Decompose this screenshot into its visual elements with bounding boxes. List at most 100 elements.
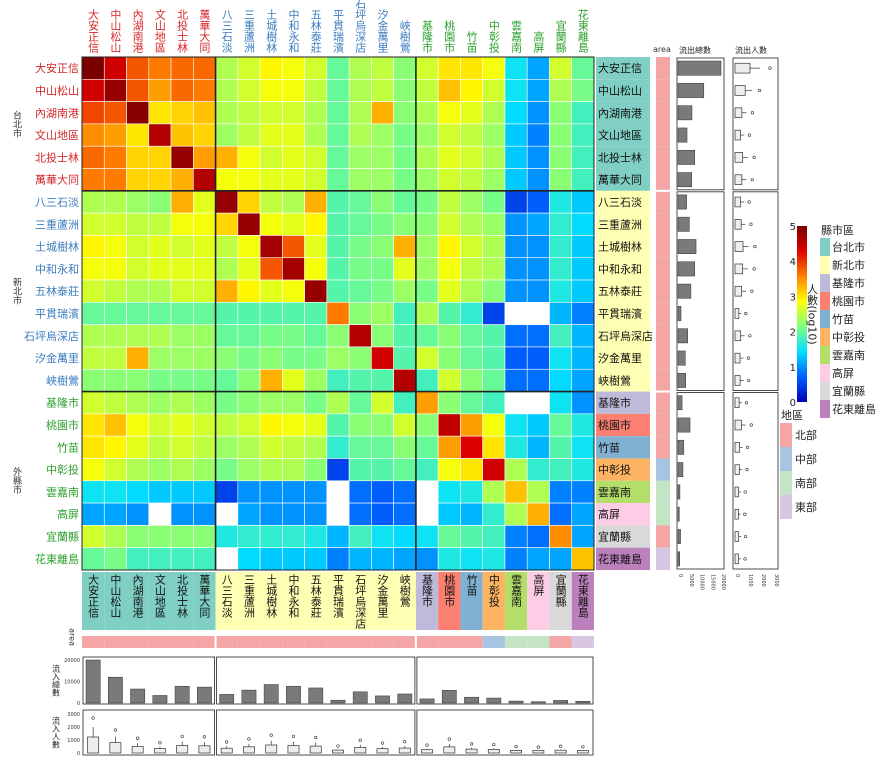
heatmap-cell bbox=[437, 324, 461, 348]
row-label-left: 汐金萬里 bbox=[35, 351, 79, 365]
column-county-swatch bbox=[215, 572, 238, 630]
heatmap-cell bbox=[348, 101, 372, 125]
heatmap-cell bbox=[526, 391, 550, 415]
boxplot-box bbox=[734, 330, 742, 342]
heatmap-cell bbox=[126, 279, 150, 303]
inflow-bar bbox=[375, 695, 390, 704]
heatmap-cell bbox=[81, 168, 105, 192]
heatmap-cell bbox=[259, 123, 283, 147]
county-legend-swatch bbox=[820, 238, 830, 256]
county-legend-label: 雲嘉南 bbox=[832, 348, 865, 362]
heatmap-cell bbox=[259, 101, 283, 125]
heatmap-cell bbox=[549, 480, 573, 504]
heatmap-cell bbox=[237, 101, 261, 125]
heatmap-cell bbox=[504, 346, 528, 370]
row-county-swatch bbox=[596, 525, 650, 548]
row-label-left: 峽樹鶯 bbox=[46, 373, 79, 387]
heatmap-cell bbox=[103, 235, 127, 259]
heatmap-cell bbox=[393, 56, 417, 80]
colorbar-tick: 3 bbox=[790, 292, 796, 303]
row-area-swatch bbox=[656, 101, 670, 124]
heatmap-cell bbox=[282, 435, 305, 459]
heatmap-cell bbox=[526, 368, 550, 392]
heatmap-cell bbox=[282, 279, 305, 303]
heatmap-cell bbox=[170, 413, 194, 437]
inflow-bar bbox=[197, 686, 212, 704]
heatmap-cell bbox=[170, 123, 194, 147]
heatmap-cell bbox=[348, 257, 372, 281]
row-area-swatch bbox=[656, 480, 670, 504]
row-label-right: 文山地區 bbox=[598, 128, 642, 142]
heatmap-cell bbox=[126, 123, 150, 147]
heatmap-cell bbox=[170, 346, 194, 370]
column-label-bottom: 北投士林 bbox=[176, 574, 189, 618]
heatmap-cell bbox=[482, 502, 506, 526]
boxplot-panel bbox=[732, 191, 779, 391]
heatmap-cell bbox=[348, 235, 372, 259]
heatmap-cell bbox=[571, 101, 595, 125]
heatmap-cell bbox=[126, 391, 150, 415]
column-area-swatch bbox=[215, 636, 238, 648]
heatmap-cell bbox=[415, 302, 439, 325]
heatmap-cell bbox=[415, 525, 439, 548]
row-area-swatch bbox=[656, 369, 670, 392]
outflow-bar bbox=[677, 551, 680, 567]
heatmap-cell bbox=[81, 547, 105, 571]
inflow-bar bbox=[508, 700, 524, 704]
heatmap-cell bbox=[482, 257, 506, 281]
heatmap-cell bbox=[215, 168, 239, 192]
column-label-bottom: 雲嘉南 bbox=[510, 574, 523, 607]
row-label-right: 土城樹林 bbox=[598, 240, 642, 254]
heatmap-cell bbox=[126, 346, 150, 370]
row-county-swatch bbox=[596, 257, 650, 281]
heatmap-cell bbox=[549, 123, 573, 147]
column-area-swatch bbox=[482, 636, 505, 648]
heatmap-cell bbox=[348, 435, 372, 459]
row-label-left: 大安正信 bbox=[35, 61, 79, 75]
area-legend-label: 北部 bbox=[795, 428, 817, 442]
heatmap-cell bbox=[549, 502, 573, 526]
row-label-right: 中山松山 bbox=[598, 83, 642, 97]
heatmap-cell bbox=[460, 458, 483, 482]
heatmap-cell bbox=[81, 145, 105, 169]
heatmap-cell bbox=[549, 413, 573, 437]
heatmap-cell bbox=[215, 391, 239, 415]
column-area-swatch bbox=[415, 636, 439, 648]
heatmap-cell bbox=[571, 525, 595, 548]
heatmap-cell bbox=[259, 79, 283, 102]
heatmap-cell bbox=[371, 547, 394, 571]
heatmap-cell bbox=[326, 368, 350, 392]
inflow-boxplot-box bbox=[443, 746, 456, 754]
heatmap-cell bbox=[304, 435, 328, 459]
inflow-bar bbox=[530, 701, 546, 704]
heatmap-cell bbox=[237, 212, 261, 236]
inflow-tick: 20000 bbox=[64, 658, 80, 664]
heatmap-cell bbox=[193, 101, 216, 125]
boxplot-box bbox=[734, 196, 741, 208]
heatmap-cell bbox=[460, 56, 483, 80]
heatmap-cell bbox=[259, 525, 283, 548]
inflow-bar bbox=[286, 685, 301, 704]
inflow-boxplot-outlier bbox=[225, 740, 229, 744]
boxplot-box bbox=[734, 352, 741, 364]
column-area-swatch bbox=[171, 636, 194, 648]
heatmap-cell bbox=[237, 480, 261, 504]
column-county-swatch bbox=[371, 572, 394, 630]
row-county-swatch bbox=[596, 79, 650, 102]
heatmap-cell bbox=[148, 525, 172, 548]
heatmap-cell bbox=[371, 391, 394, 415]
column-area-swatch bbox=[504, 636, 528, 648]
county-legend-swatch bbox=[820, 364, 830, 382]
area-legend-swatch bbox=[780, 423, 792, 447]
column-county-swatch bbox=[126, 572, 149, 630]
heatmap-cell bbox=[371, 458, 394, 482]
heatmap-cell bbox=[504, 368, 528, 392]
heatmap-cell bbox=[282, 391, 305, 415]
heatmap-cell bbox=[282, 235, 305, 259]
column-area-swatch bbox=[104, 636, 127, 648]
heatmap-cell bbox=[571, 190, 595, 214]
heatmap-cell bbox=[170, 458, 194, 482]
row-label-right: 平貫瑞濱 bbox=[598, 307, 642, 321]
county-legend-label: 基隆市 bbox=[832, 276, 865, 290]
heatmap-cell bbox=[415, 413, 439, 437]
